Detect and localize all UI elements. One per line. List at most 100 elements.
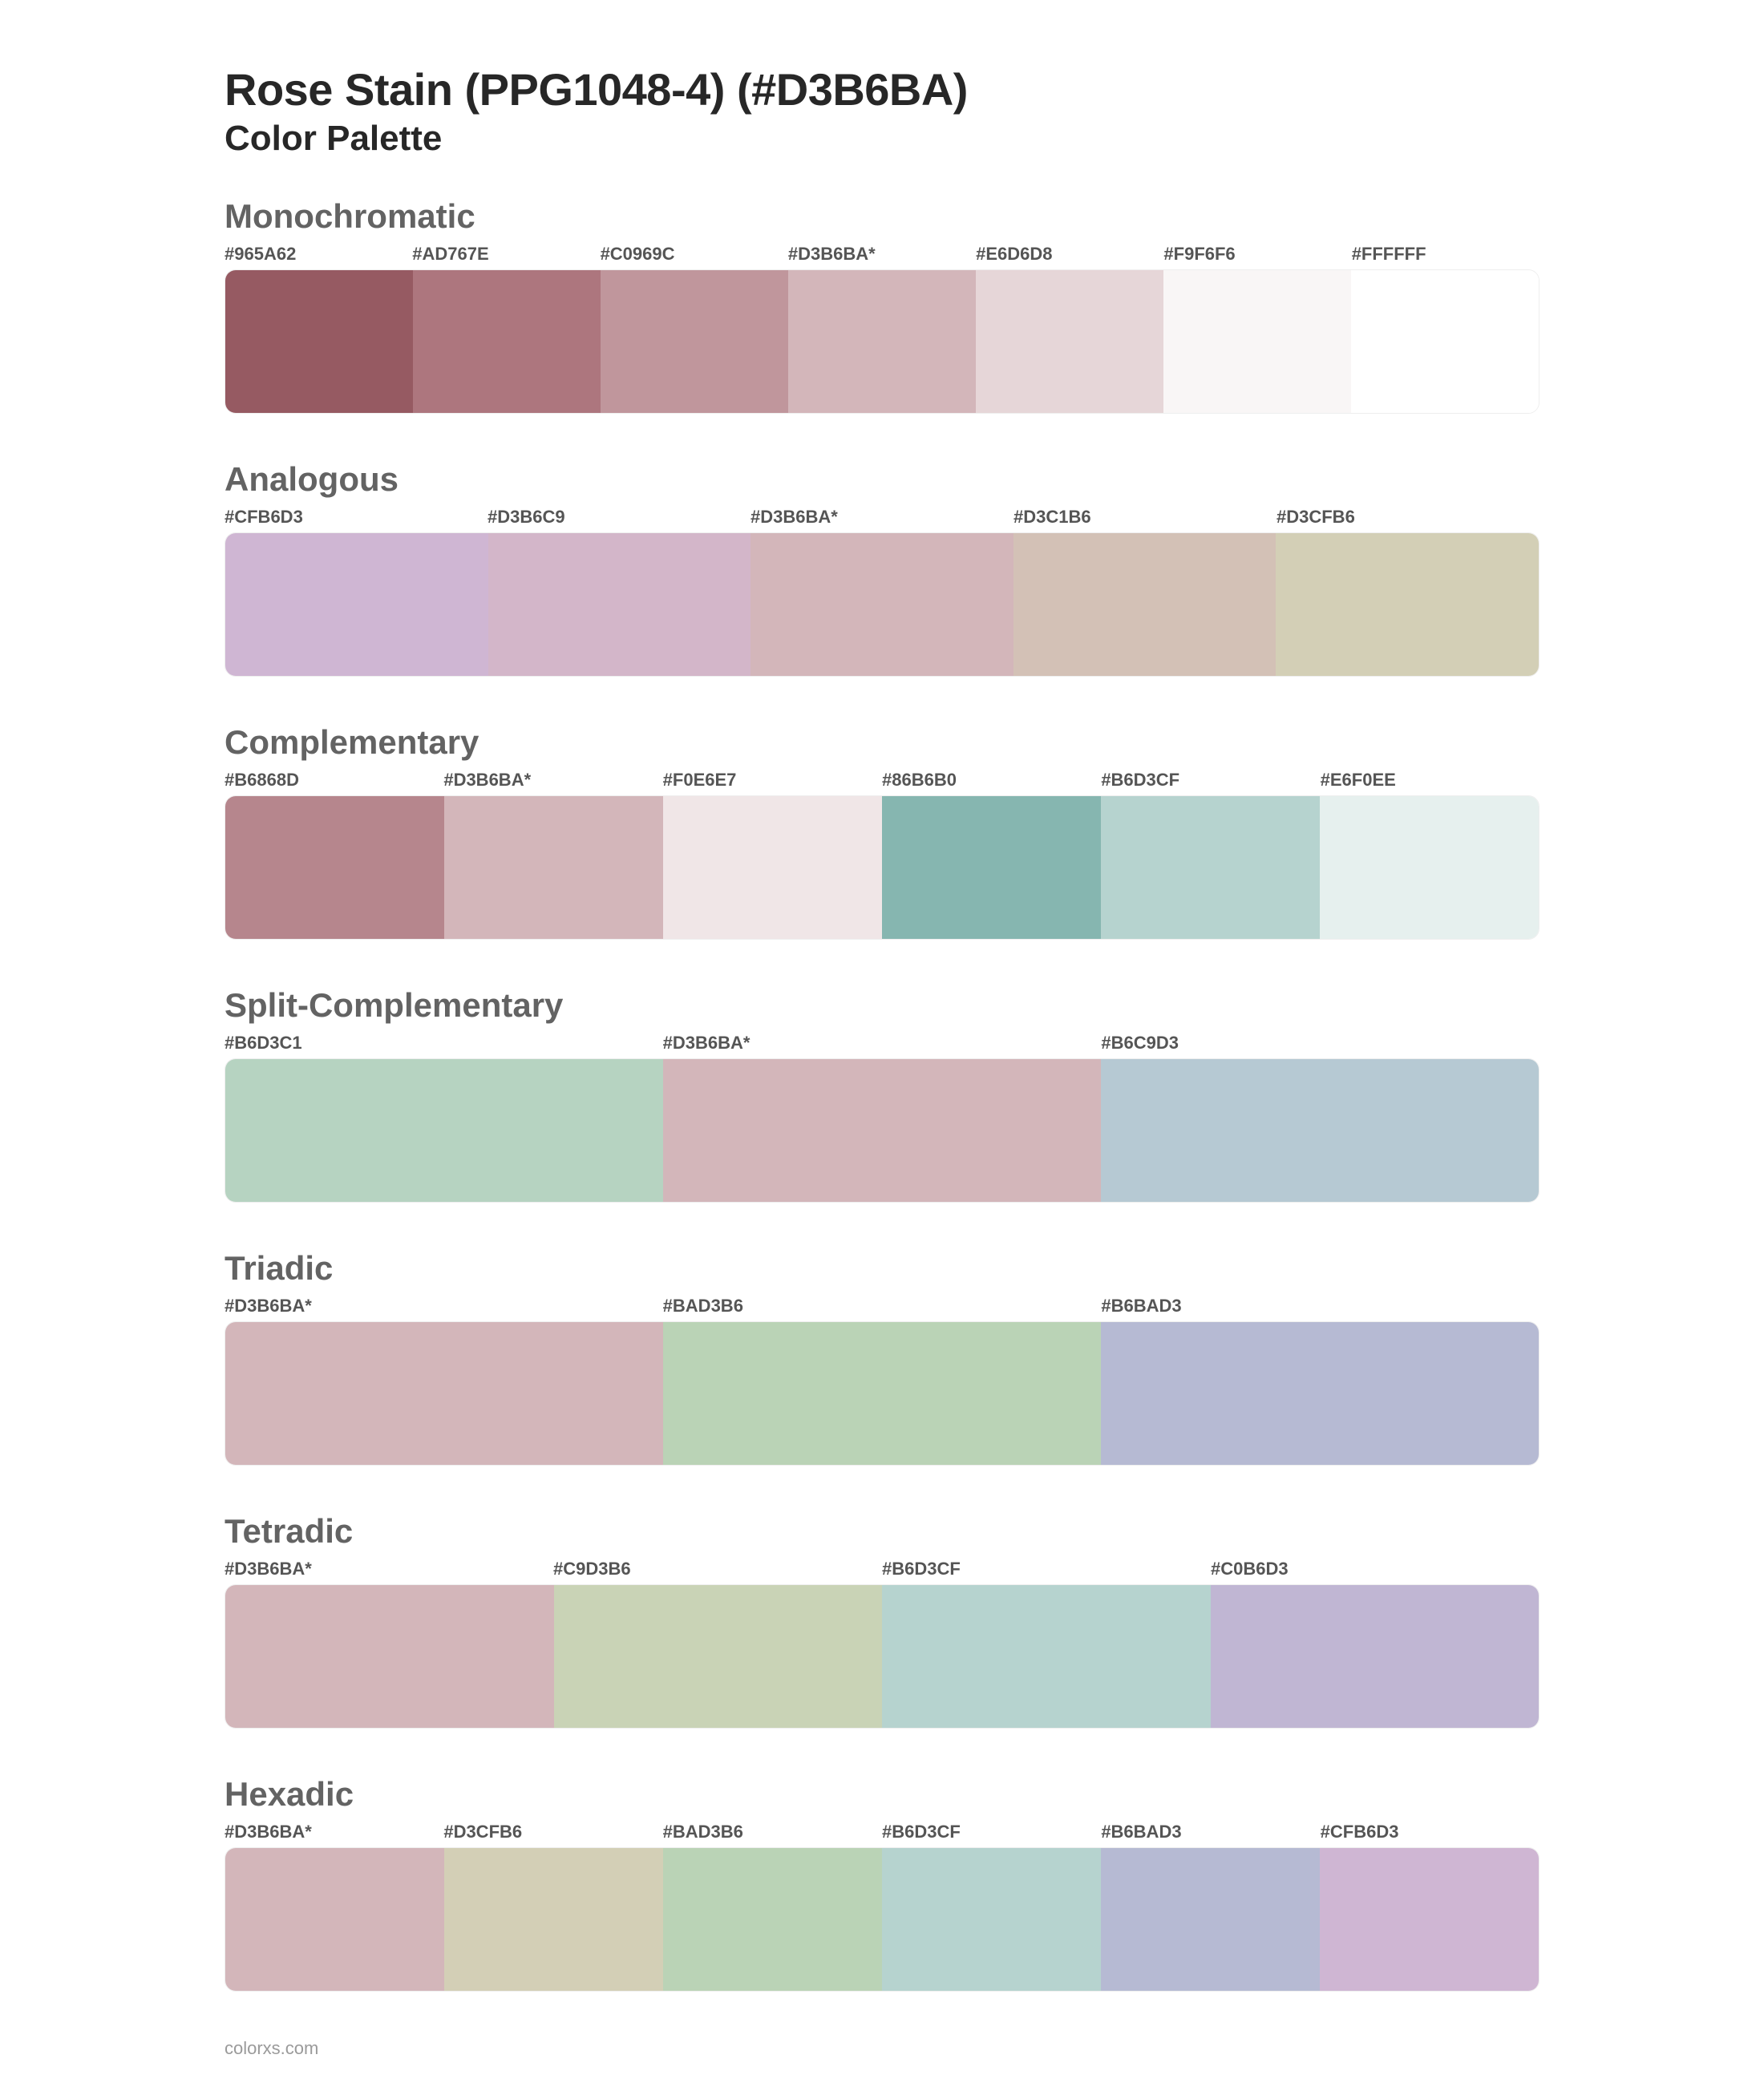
swatch-label: #D3B6BA* <box>751 507 1013 532</box>
color-swatch[interactable] <box>751 533 1013 676</box>
scheme-section: Hexadic #D3B6BA*#D3CFB6#BAD3B6#B6D3CF#B6B… <box>225 1775 1539 1992</box>
scheme-title: Complementary <box>225 723 1539 762</box>
swatch-label: #D3B6BA* <box>663 1033 1102 1058</box>
labels-row: #D3B6BA*#C9D3B6#B6D3CF#C0B6D3 <box>225 1559 1539 1584</box>
scheme-section: Complementary #B6868D#D3B6BA*#F0E6E7#86B6… <box>225 723 1539 940</box>
scheme-title: Triadic <box>225 1249 1539 1288</box>
schemes-container: Monochromatic#965A62#AD767E#C0969C#D3B6B… <box>225 197 1539 1992</box>
footer-credit: colorxs.com <box>225 2038 1539 2059</box>
color-swatch[interactable] <box>882 1848 1101 1991</box>
color-swatch[interactable] <box>225 1848 444 1991</box>
color-swatch[interactable] <box>1013 533 1276 676</box>
color-swatch[interactable] <box>1101 1848 1320 1991</box>
scheme-section: Tetradic #D3B6BA*#C9D3B6#B6D3CF#C0B6D3 <box>225 1512 1539 1729</box>
labels-row: #965A62#AD767E#C0969C#D3B6BA*#E6D6D8#F9F… <box>225 244 1539 269</box>
swatch-label: #D3B6BA* <box>443 770 662 795</box>
color-swatch[interactable] <box>1276 533 1539 676</box>
swatch-label: #B6C9D3 <box>1101 1033 1539 1058</box>
scheme-title: Split-Complementary <box>225 986 1539 1025</box>
labels-row: #B6D3C1#D3B6BA*#B6C9D3 <box>225 1033 1539 1058</box>
color-swatch[interactable] <box>488 533 751 676</box>
swatch-label: #D3B6BA* <box>788 244 976 269</box>
page-title: Rose Stain (PPG1048-4) (#D3B6BA) <box>225 64 1539 115</box>
scheme-title: Monochromatic <box>225 197 1539 236</box>
color-swatch[interactable] <box>882 796 1101 939</box>
swatch-label: #E6F0EE <box>1321 770 1539 795</box>
swatch-label: #B6D3C1 <box>225 1033 663 1058</box>
swatch-label: #C0B6D3 <box>1211 1559 1539 1584</box>
swatch-row <box>225 1058 1539 1203</box>
color-swatch[interactable] <box>663 1059 1101 1202</box>
swatch-row <box>225 1321 1539 1466</box>
labels-row: #CFB6D3#D3B6C9#D3B6BA*#D3C1B6#D3CFB6 <box>225 507 1539 532</box>
color-swatch[interactable] <box>225 1059 663 1202</box>
page-subtitle: Color Palette <box>225 119 1539 159</box>
swatch-label: #D3B6BA* <box>225 1296 663 1321</box>
color-swatch[interactable] <box>225 533 488 676</box>
swatch-label: #965A62 <box>225 244 412 269</box>
color-swatch[interactable] <box>1101 1059 1539 1202</box>
color-swatch[interactable] <box>225 270 413 413</box>
color-swatch[interactable] <box>882 1585 1211 1728</box>
scheme-title: Hexadic <box>225 1775 1539 1814</box>
swatch-row <box>225 269 1539 414</box>
color-swatch[interactable] <box>976 270 1163 413</box>
color-swatch[interactable] <box>663 796 882 939</box>
swatch-label: #B6D3CF <box>1101 770 1320 795</box>
color-swatch[interactable] <box>1101 1322 1539 1465</box>
swatch-row <box>225 1847 1539 1992</box>
scheme-section: Analogous #CFB6D3#D3B6C9#D3B6BA*#D3C1B6#D… <box>225 460 1539 677</box>
swatch-label: #AD767E <box>412 244 600 269</box>
swatch-label: #CFB6D3 <box>225 507 488 532</box>
swatch-label: #BAD3B6 <box>663 1296 1102 1321</box>
swatch-label: #F9F6F6 <box>1163 244 1351 269</box>
swatch-label: #D3B6BA* <box>225 1822 443 1847</box>
swatch-label: #D3CFB6 <box>1276 507 1539 532</box>
swatch-label: #F0E6E7 <box>663 770 882 795</box>
color-swatch[interactable] <box>788 270 976 413</box>
color-swatch[interactable] <box>444 796 663 939</box>
color-swatch[interactable] <box>1211 1585 1539 1728</box>
labels-row: #D3B6BA*#D3CFB6#BAD3B6#B6D3CF#B6BAD3#CFB… <box>225 1822 1539 1847</box>
labels-row: #B6868D#D3B6BA*#F0E6E7#86B6B0#B6D3CF#E6F… <box>225 770 1539 795</box>
color-swatch[interactable] <box>444 1848 663 1991</box>
swatch-label: #FFFFFF <box>1352 244 1539 269</box>
color-swatch[interactable] <box>601 270 788 413</box>
color-swatch[interactable] <box>1320 1848 1539 1991</box>
swatch-label: #D3C1B6 <box>1013 507 1276 532</box>
scheme-section: Split-Complementary #B6D3C1#D3B6BA*#B6C9D… <box>225 986 1539 1203</box>
swatch-label: #E6D6D8 <box>976 244 1163 269</box>
scheme-title: Tetradic <box>225 1512 1539 1551</box>
color-swatch[interactable] <box>225 796 444 939</box>
swatch-label: #86B6B0 <box>882 770 1101 795</box>
swatch-label: #B6D3CF <box>882 1822 1101 1847</box>
swatch-label: #B6BAD3 <box>1101 1296 1539 1321</box>
labels-row: #D3B6BA*#BAD3B6#B6BAD3 <box>225 1296 1539 1321</box>
color-swatch[interactable] <box>1163 270 1351 413</box>
swatch-label: #C9D3B6 <box>553 1559 882 1584</box>
scheme-section: Triadic #D3B6BA*#BAD3B6#B6BAD3 <box>225 1249 1539 1466</box>
color-swatch[interactable] <box>663 1322 1101 1465</box>
swatch-row <box>225 532 1539 677</box>
color-swatch[interactable] <box>413 270 601 413</box>
scheme-title: Analogous <box>225 460 1539 499</box>
swatch-label: #D3B6BA* <box>225 1559 553 1584</box>
color-swatch[interactable] <box>225 1585 554 1728</box>
swatch-label: #CFB6D3 <box>1321 1822 1539 1847</box>
swatch-label: #B6868D <box>225 770 443 795</box>
color-swatch[interactable] <box>1351 270 1539 413</box>
color-swatch[interactable] <box>1101 796 1320 939</box>
swatch-label: #BAD3B6 <box>663 1822 882 1847</box>
swatch-label: #B6BAD3 <box>1101 1822 1320 1847</box>
swatch-label: #D3B6C9 <box>488 507 751 532</box>
swatch-label: #B6D3CF <box>882 1559 1211 1584</box>
color-swatch[interactable] <box>554 1585 883 1728</box>
color-swatch[interactable] <box>1320 796 1539 939</box>
color-swatch[interactable] <box>663 1848 882 1991</box>
swatch-row <box>225 1584 1539 1729</box>
swatch-row <box>225 795 1539 940</box>
swatch-label: #D3CFB6 <box>443 1822 662 1847</box>
swatch-label: #C0969C <box>601 244 788 269</box>
color-swatch[interactable] <box>225 1322 663 1465</box>
scheme-section: Monochromatic #965A62#AD767E#C0969C#D3B6B… <box>225 197 1539 414</box>
